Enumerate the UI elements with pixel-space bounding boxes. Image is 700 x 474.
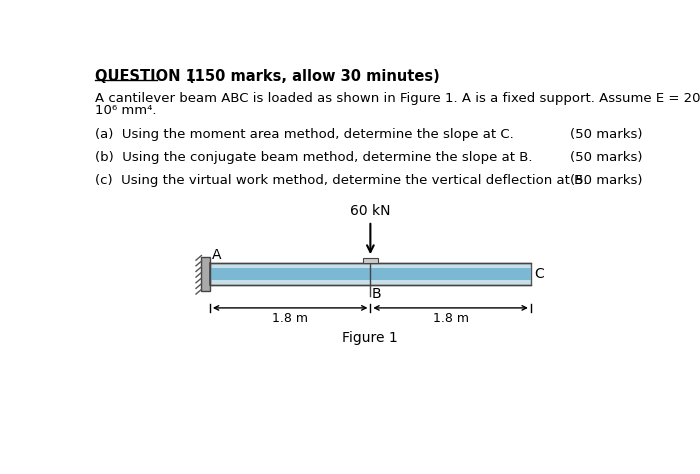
Text: 1.8 m: 1.8 m: [272, 312, 308, 325]
Bar: [210, 263, 531, 285]
Text: (50 marks): (50 marks): [570, 128, 642, 141]
Bar: [210, 268, 531, 280]
Text: (50 marks): (50 marks): [570, 151, 642, 164]
Text: (50 marks): (50 marks): [570, 174, 642, 187]
Text: B: B: [372, 287, 382, 301]
Text: (a)  Using the moment area method, determine the slope at C.: (a) Using the moment area method, determ…: [95, 128, 514, 141]
Bar: [202, 257, 210, 291]
Text: 60 kN: 60 kN: [350, 204, 391, 218]
Text: A cantilever beam ABC is loaded as shown in Figure 1. A is a fixed support. Assu: A cantilever beam ABC is loaded as shown…: [95, 92, 700, 105]
Text: Figure 1: Figure 1: [342, 331, 398, 345]
Text: (c)  Using the virtual work method, determine the vertical deflection at B.: (c) Using the virtual work method, deter…: [95, 174, 587, 187]
Text: (150 marks, allow 30 minutes): (150 marks, allow 30 minutes): [188, 69, 440, 84]
Text: A: A: [212, 248, 222, 262]
Text: 1.8 m: 1.8 m: [433, 312, 468, 325]
Text: QUESTION 1: QUESTION 1: [95, 69, 196, 84]
Text: 10⁶ mm⁴.: 10⁶ mm⁴.: [95, 104, 157, 117]
Text: (b)  Using the conjugate beam method, determine the slope at B.: (b) Using the conjugate beam method, det…: [95, 151, 533, 164]
Text: C: C: [535, 267, 545, 281]
Bar: [363, 258, 378, 263]
